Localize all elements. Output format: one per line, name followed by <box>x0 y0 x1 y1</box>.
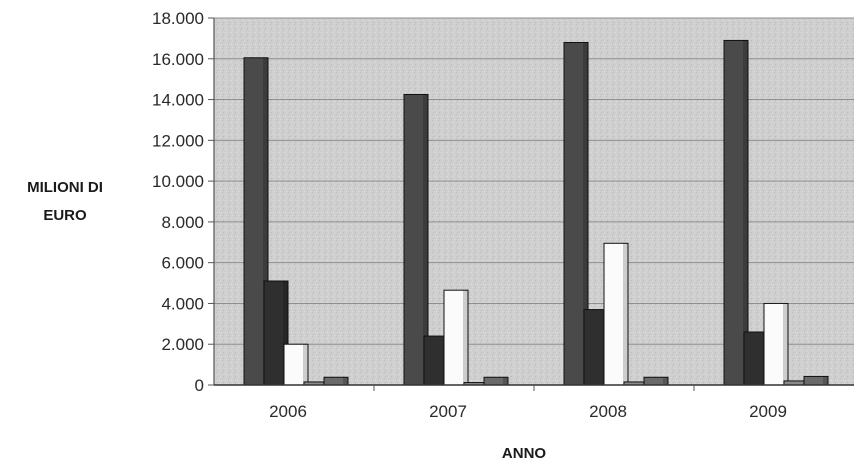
x-tick-label-2009: 2009 <box>749 402 787 421</box>
bar-2009-series-3 <box>763 302 789 386</box>
x-axis-title: ANNO <box>502 445 546 462</box>
bar-shade-2008-series-1 <box>583 42 588 385</box>
x-tick-labels: 2006 2007 2008 2009 <box>269 402 787 421</box>
y-tick-label-1: 2.000 <box>161 335 204 354</box>
bar-2006-series-3 <box>283 343 309 386</box>
x-tick-label-2006: 2006 <box>269 402 307 421</box>
y-tick-label-8: 16.000 <box>152 50 204 69</box>
bar-shade-2009-series-5 <box>823 376 828 385</box>
x-tick-label-2008: 2008 <box>589 402 627 421</box>
y-tick-label-6: 12.000 <box>152 131 204 150</box>
axes <box>208 17 854 391</box>
y-tick-label-7: 14.000 <box>152 91 204 110</box>
bar-shade-2007-series-1 <box>423 94 428 385</box>
bars <box>243 39 829 386</box>
y-tick-labels: 0 2.000 4.000 6.000 8.000 10.000 12.000 14.000 1… <box>152 9 204 395</box>
bar-shade-2007-series-5 <box>503 377 508 385</box>
y-tick-label-5: 10.000 <box>152 172 204 191</box>
x-tick-label-2007: 2007 <box>429 402 467 421</box>
bar-shade-2006-series-2 <box>283 281 288 385</box>
y-axis-title-line-1: MILIONI DI <box>27 179 103 196</box>
bar-shade-2006-series-1 <box>263 57 268 386</box>
y-axis-title-line-2: EURO <box>43 207 87 224</box>
bar-shade-2008-series-5 <box>663 377 668 385</box>
y-tick-label-4: 8.000 <box>161 213 204 232</box>
y-tick-label-2: 4.000 <box>161 294 204 313</box>
bar-2008-series-1 <box>563 41 589 386</box>
bar-shade-2009-series-1 <box>743 40 748 386</box>
bar-shade-2006-series-5 <box>343 377 348 385</box>
y-tick-label-3: 6.000 <box>161 254 204 273</box>
plot-area-background <box>214 18 854 385</box>
y-tick-label-9: 18.000 <box>152 9 204 28</box>
bar-2007-series-3 <box>443 289 469 386</box>
gridlines <box>214 17 854 386</box>
y-tick-label-0: 0 <box>195 376 204 395</box>
bar-2008-series-3 <box>603 242 629 386</box>
bar-shade-2007-series-3 <box>463 290 468 385</box>
bar-shade-2009-series-3 <box>783 303 788 385</box>
bar-shade-2006-series-3 <box>303 344 308 385</box>
bar-shade-2008-series-3 <box>623 243 628 385</box>
